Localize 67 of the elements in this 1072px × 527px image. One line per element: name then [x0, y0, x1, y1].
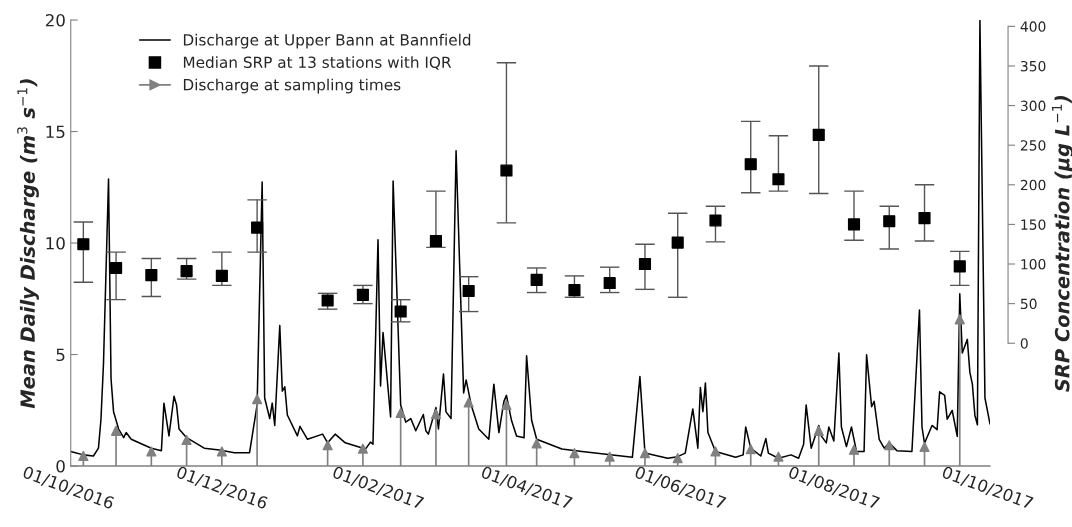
y-tick-label: 5	[56, 348, 65, 362]
point	[773, 451, 784, 462]
point	[568, 284, 581, 297]
point	[216, 446, 227, 457]
point	[812, 128, 825, 141]
y2-tick-label: 100	[1021, 258, 1046, 270]
point	[78, 450, 89, 462]
y2-tick-label: 350	[1020, 60, 1046, 72]
point	[356, 288, 369, 301]
y2-tick-label: 200	[1020, 179, 1046, 191]
point	[709, 214, 722, 227]
point	[430, 408, 442, 420]
point	[531, 438, 542, 449]
point	[251, 221, 264, 234]
point	[569, 448, 580, 459]
point	[883, 215, 896, 228]
point	[604, 451, 615, 462]
y2-tick-label: 400	[1020, 21, 1046, 32]
point	[848, 444, 860, 455]
y-axis-title: Mean Daily Discharge (m$^{3}$ s$^{−1}$)	[17, 79, 39, 409]
point	[744, 158, 757, 171]
point	[77, 238, 90, 251]
point	[357, 443, 368, 454]
point	[395, 407, 406, 419]
point	[772, 173, 785, 186]
point	[884, 440, 895, 451]
point	[671, 236, 684, 249]
y-tick-label: 20	[45, 13, 65, 27]
legend-label: Discharge at Upper Bann at Bannfield	[183, 33, 471, 49]
point	[252, 394, 263, 405]
point	[322, 440, 333, 451]
point	[462, 284, 475, 298]
point	[847, 218, 861, 231]
point	[745, 443, 756, 455]
point	[146, 446, 157, 457]
point	[463, 397, 474, 408]
point	[638, 257, 652, 271]
point	[110, 261, 123, 275]
point	[918, 211, 931, 225]
y2-tick-label: 150	[1021, 219, 1046, 230]
point	[321, 294, 334, 307]
point	[429, 234, 443, 248]
point	[530, 273, 543, 286]
legend-label: Discharge at sampling times	[183, 78, 401, 94]
point	[180, 265, 193, 278]
point	[672, 453, 683, 464]
point	[500, 164, 513, 177]
point	[813, 425, 824, 436]
y2-tick-label: 50	[1020, 298, 1037, 310]
y2-tick-label: 250	[1020, 140, 1046, 151]
point	[919, 441, 930, 452]
point	[639, 448, 651, 459]
point	[181, 434, 192, 446]
point	[710, 446, 721, 457]
point	[954, 314, 965, 325]
y-tick-label: 10	[46, 236, 65, 250]
y-tick-label: 15	[46, 125, 65, 139]
point	[603, 276, 616, 290]
y2-tick-label: 300	[1020, 100, 1046, 112]
y2-tick-label: 0	[1020, 338, 1028, 349]
point	[110, 425, 122, 436]
point	[394, 305, 407, 318]
legend-label: Median SRP at 13 stations with IQR	[183, 56, 452, 70]
point	[145, 269, 158, 282]
point	[215, 269, 228, 282]
point	[953, 260, 966, 273]
point	[501, 399, 512, 411]
